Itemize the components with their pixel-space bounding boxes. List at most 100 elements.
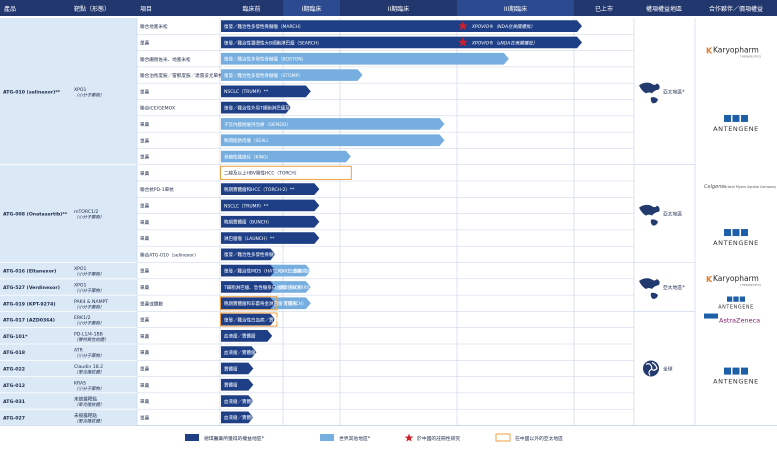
drug-name: ATG-101* bbox=[3, 334, 28, 340]
indication-label: 聯合地塞米松 bbox=[140, 23, 168, 30]
antengene-t-icon bbox=[732, 229, 740, 237]
rights-label: 亞太地區* bbox=[663, 88, 685, 95]
indication-label: 單藥 bbox=[140, 414, 150, 421]
antengene-g-icon bbox=[741, 229, 748, 237]
indication-label: 聯合ATG-010（selinexor） bbox=[140, 251, 199, 258]
header-partner: 合作夥伴／價項權益 bbox=[709, 5, 763, 13]
drug-target: 未披露靶點 bbox=[74, 396, 97, 403]
globe-continents bbox=[645, 361, 658, 376]
pipeline-bar bbox=[221, 395, 254, 407]
pipeline-bar bbox=[221, 199, 320, 212]
pipeline-bar bbox=[221, 36, 582, 49]
asia-pacific-map-icon bbox=[639, 204, 660, 226]
antengene-logo: ANTENGENE bbox=[713, 239, 759, 247]
pipeline-bar bbox=[221, 232, 320, 244]
pipeline-bar bbox=[221, 411, 254, 424]
china-registrational-star-icon bbox=[458, 37, 468, 47]
karyopharm-k-icon: K bbox=[706, 275, 713, 284]
drug-target: XPO1 bbox=[74, 87, 87, 93]
indication-label: 單藥 bbox=[140, 349, 150, 356]
indication-label: 單藥 bbox=[140, 382, 150, 389]
drug-target: PD-L1/4-1BB bbox=[74, 331, 103, 337]
drug-name: ATG-018 bbox=[3, 350, 25, 356]
pipeline-bar-label: 晚期實體瘤和HCC（TORCH-2）** bbox=[224, 186, 295, 193]
approval-note: XPOVIO®（NDA在美國獲批） bbox=[471, 23, 535, 30]
indication-label: 單藥 bbox=[140, 317, 150, 324]
pipeline-bar-label: 復發／難治性多發性骨髓瘤及淋巴瘤（MATCH） bbox=[224, 251, 321, 258]
legend-label: 德琪醫藥所獲得的權益地區* bbox=[204, 435, 265, 442]
pipeline-bar-label: NSCLC（TRUMP）** bbox=[224, 89, 269, 95]
apac-outline-box bbox=[220, 165, 352, 180]
antengene-a-icon bbox=[724, 229, 731, 237]
drug-modality: （小分子藥物） bbox=[74, 272, 104, 278]
legend-outline-swatch bbox=[495, 433, 511, 442]
indication-label: 單藥 bbox=[140, 219, 150, 226]
pipeline-bar bbox=[221, 346, 257, 358]
pipeline-bar-label: 復發／難治性彌漫性大B細胞淋巴瘤（SEARCH） bbox=[224, 39, 322, 46]
antengene-a-icon bbox=[724, 367, 731, 375]
legend-light-swatch bbox=[320, 434, 334, 441]
pipeline-bar bbox=[221, 52, 509, 65]
antengene-g-icon bbox=[741, 114, 748, 122]
header-stage-cell bbox=[574, 0, 634, 16]
drug-modality: （小分子藥物） bbox=[74, 386, 104, 392]
pipeline-bar bbox=[221, 281, 276, 293]
pipeline-bar bbox=[221, 378, 254, 391]
drug-target: PAK4 & NAMPT bbox=[74, 299, 108, 305]
pipeline-bar bbox=[221, 150, 351, 163]
pipeline-bar bbox=[221, 362, 254, 375]
pipeline-bar-label: 二線及以上HBV陽性HCC（TORCH） bbox=[224, 170, 299, 177]
pipeline-bar-label: 復發／難治性白血病／實體瘤（ERASER） bbox=[224, 316, 309, 323]
drug-modality: （小分子藥物） bbox=[74, 92, 104, 98]
drug-target: Claudin 18.2 bbox=[74, 364, 103, 370]
pipeline-bar bbox=[221, 297, 276, 310]
pipeline-bar bbox=[221, 69, 363, 81]
antengene-mini-icon bbox=[704, 313, 718, 319]
header-target: 靶點（形態） bbox=[74, 5, 110, 13]
indication-label: 單藥 bbox=[140, 268, 150, 275]
antengene-logo: ANTENGENE bbox=[713, 125, 759, 133]
pipeline-bar bbox=[221, 215, 320, 228]
header-rights: 權項權益地區 bbox=[646, 5, 682, 13]
china-registrational-star-icon bbox=[458, 21, 468, 31]
pipeline-bar-label: NSCLC（TRUMP）** bbox=[224, 203, 269, 209]
drug-modality: （雙特異性抗體） bbox=[74, 337, 108, 343]
left-column-bg bbox=[0, 18, 137, 426]
antengene-logo: ANTENGENE bbox=[713, 378, 759, 386]
drug-name: ATG-017 (AZD0364) bbox=[3, 318, 55, 324]
indication-label: 單藥 bbox=[140, 154, 150, 161]
pipeline-bar-label: 晚期實體瘤和非霍奇金淋巴瘤（TEACH） bbox=[224, 300, 307, 307]
antengene-t-icon bbox=[733, 296, 739, 302]
drug-modality: （小分子藥物） bbox=[74, 304, 104, 310]
header-indication: 項目 bbox=[140, 6, 152, 13]
drug-name: ATG-010 (selinexor)** bbox=[3, 89, 61, 95]
antengene-g-icon bbox=[741, 367, 748, 375]
legend-star-icon bbox=[404, 433, 414, 442]
pipeline-bar-secondary bbox=[266, 297, 311, 310]
antengene-t-icon bbox=[732, 114, 740, 122]
pipeline-bar bbox=[221, 134, 445, 147]
pipeline-bar bbox=[221, 20, 582, 32]
antengene-t-icon bbox=[732, 367, 740, 375]
header-stage-preclinical: 臨床前 bbox=[242, 5, 260, 13]
pipeline-bar bbox=[221, 118, 445, 130]
drug-target: XPO1 bbox=[74, 266, 87, 272]
pipeline-bar-label: 血液瘤／實體瘤 bbox=[224, 398, 256, 405]
indication-label: 單藥 bbox=[140, 235, 150, 242]
pipeline-bar bbox=[221, 313, 276, 326]
pipeline-bar-label: 實體瘤 bbox=[224, 365, 238, 372]
asia-pacific-map-icon bbox=[639, 82, 660, 104]
indication-label: 單藥或體數 bbox=[140, 300, 163, 307]
pipeline-bar-secondary bbox=[266, 264, 311, 277]
celgene-logo: Celgene bbox=[704, 184, 724, 190]
karyopharm-logo-sub: THERAPEUTICS bbox=[739, 55, 761, 59]
pipeline-bar-secondary-label: MDS、CMC、骨髓纖維化 bbox=[264, 267, 316, 274]
indication-label: 單藥 bbox=[140, 39, 150, 46]
approval-note: XPOVIO®（sNDA在美國獲批） bbox=[471, 39, 538, 46]
pipeline-bar-label: 淋巴瘤瘤（LAUNCH）** bbox=[224, 235, 275, 242]
drug-target: 未披露靶點 bbox=[74, 412, 97, 419]
indication-label: 單藥 bbox=[140, 284, 150, 291]
indication-label: 單藥 bbox=[140, 333, 150, 340]
drug-name: ATG-019 (KPT-9274) bbox=[3, 301, 56, 307]
